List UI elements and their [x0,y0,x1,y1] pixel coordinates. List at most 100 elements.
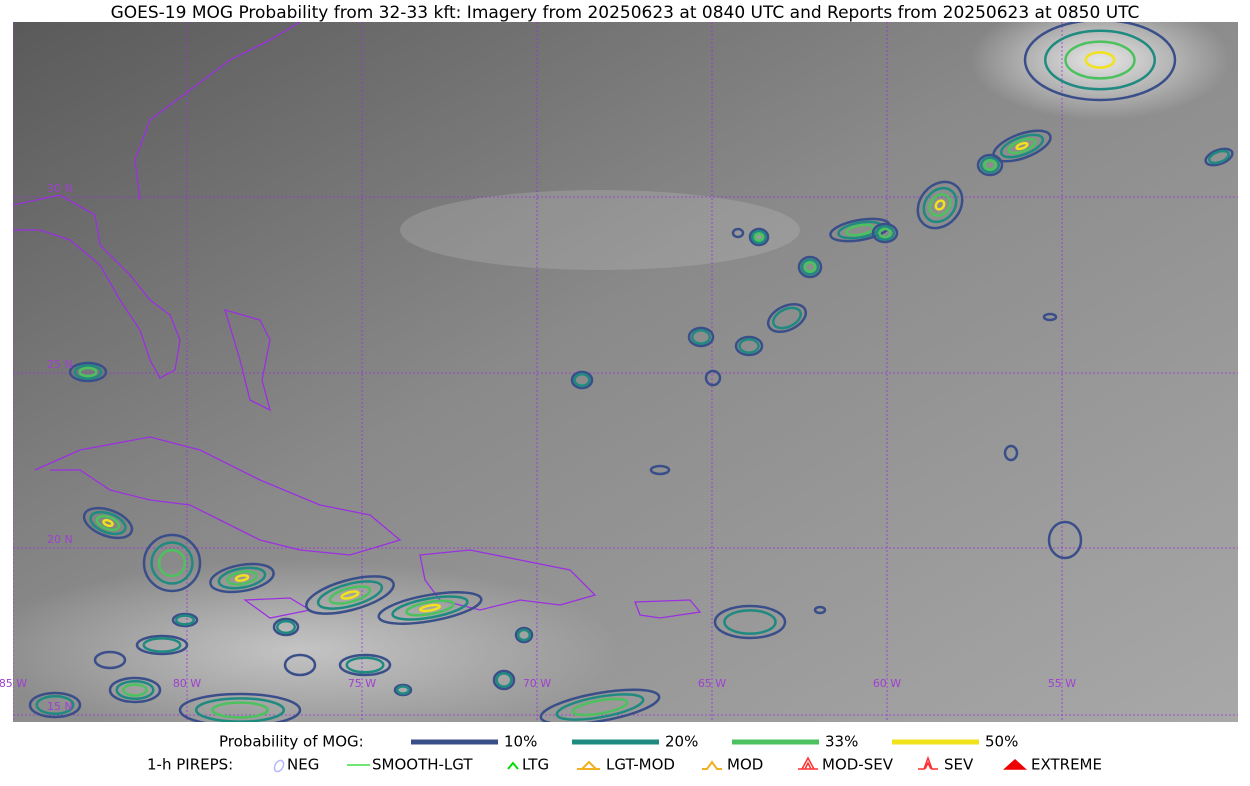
mog-contour [570,370,594,390]
lat-label: 30 N [47,182,73,195]
mog-contour [345,656,385,674]
cloud [970,22,1230,120]
mog-contour [393,683,413,697]
lon-label: 85 W [0,677,27,690]
mog-contour [766,302,808,334]
lon-label: 80 W [173,677,201,690]
mog-contour [571,697,629,717]
legend-entry: 20% [665,733,698,751]
lat-label: 20 N [47,533,73,546]
mog-contour [1204,147,1234,167]
mog-contour [922,186,958,224]
mog-contour [194,697,286,722]
mog-contour [934,199,946,211]
legend-entry: 50% [985,733,1018,751]
lon-label: 55 W [1048,677,1076,690]
mog-contour [928,193,952,217]
legend-entry: NEG [287,756,319,774]
mog-contour [171,612,199,628]
title: GOES-19 MOG Probability from 32-33 kft: … [111,3,1140,23]
mog-contour [283,653,317,677]
mog-contour [874,225,896,241]
mog-contour [871,222,899,244]
coastline [13,194,181,379]
mog-contour [391,595,469,621]
legend-entry: MOD-SEV [822,756,894,774]
mog-contour [878,227,892,239]
mog-contour [1015,141,1029,151]
mog-contour [211,701,269,719]
graticule-labels: 30 N 25 N 20 N 15 N 85 W 80 W 75 W 70 W 65 W 60 W… [0,182,1076,713]
mog-contour [102,518,114,528]
mog-contour [800,258,820,276]
mog-contour [1207,149,1231,165]
mog-contour [1064,40,1136,80]
mog-contour [328,585,372,605]
legend-entry: LTG [522,756,549,774]
mog-contour [150,541,194,585]
mog-contour [748,227,770,247]
mog-contour [93,650,127,670]
mog-contour [340,590,360,600]
mog-contour [95,514,121,532]
mog-contour [976,153,1004,177]
mog-contour [377,591,483,625]
legend-entry: MOD [727,756,763,774]
mog-contour [395,685,411,695]
mog-contour [690,329,712,345]
mog-contour [78,366,98,378]
pirep-icon [577,760,600,770]
mog-contour [999,133,1045,159]
mog-contour [338,653,392,677]
mog-contour [73,364,103,380]
coastline [134,22,301,201]
mog-contour [178,692,302,722]
mog-contour [803,261,817,273]
mog-contour [751,229,767,245]
mog-contour [495,672,513,688]
mog-contour [1084,51,1116,69]
mog-contour [539,688,661,722]
legend-label: Probability of MOG: [219,733,364,751]
mog-contour [1003,444,1019,462]
mog-contour [772,306,802,330]
mog-contour [983,159,997,171]
pirep-icon [702,760,722,770]
mog-contour [28,691,82,719]
mog-contour [405,599,455,617]
coastline [34,436,402,556]
mog-contour [731,227,745,239]
cloud [13,560,620,722]
mog-contour [234,574,250,582]
legend-entry: SEV [944,756,974,774]
mog-contour [1047,520,1083,560]
legend-label: 1-h PIREPS: [147,756,233,774]
mog-contour [68,361,108,383]
mog-contour [734,335,764,357]
lon-label: 70 W [523,677,551,690]
mog-contour [1023,22,1177,102]
mog-contour [1007,137,1037,155]
mog-contour [122,683,148,697]
coastline [634,599,702,619]
mog-contour [217,566,267,590]
mog-contour [82,506,134,540]
mog-contour [514,626,534,644]
mog-contour [649,464,671,476]
cloud [400,190,800,270]
mog-contour [305,575,395,615]
mog-contour [89,510,127,536]
mog-contour [713,604,787,640]
coastline [224,309,271,412]
mog-contour [573,372,591,388]
mog-contour [704,369,722,387]
mog-contour [723,609,777,635]
legend-entry: LGT-MOD [606,756,675,774]
mog-contour [753,232,765,242]
mog-contour [157,548,187,578]
mog-contour [226,570,258,586]
legend-entry: 10% [504,733,537,751]
mog-contour [738,338,760,354]
legend: Probability of MOG: 10% 20% 33% 50% 1-h PIREP… [147,733,1102,774]
